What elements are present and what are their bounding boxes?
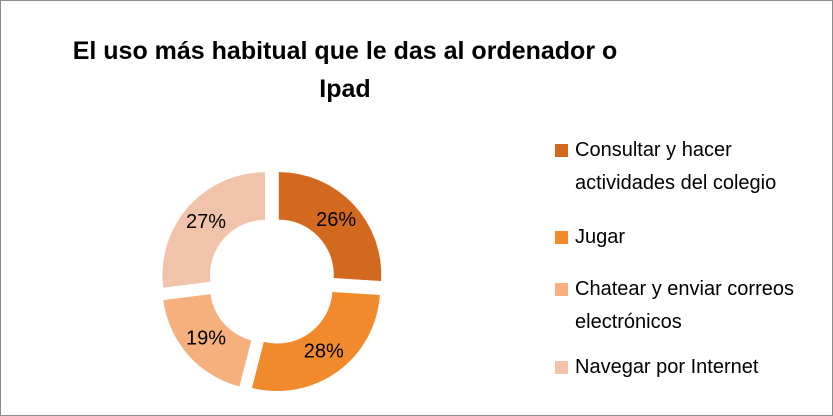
- legend-label: Consultar y hacer actividades del colegi…: [575, 139, 777, 194]
- legend-label: Navegar por Internet: [575, 356, 759, 378]
- data-label: 27%: [186, 211, 226, 233]
- legend-label: Jugar: [575, 226, 626, 248]
- donut-slice: [162, 293, 252, 388]
- donut-slice: [278, 171, 382, 282]
- legend-label: Chatear y enviar correos electrónicos: [575, 278, 794, 333]
- legend-swatch: [555, 283, 568, 296]
- data-label: 19%: [186, 327, 226, 349]
- legend-item: Jugar: [555, 221, 815, 254]
- legend-swatch: [555, 231, 568, 244]
- data-label: 28%: [304, 340, 344, 362]
- legend-item: Navegar por Internet: [555, 351, 815, 384]
- donut-slice: [162, 171, 266, 289]
- legend-swatch: [555, 361, 568, 374]
- chart-title: El uso más habitual que le das al ordena…: [72, 37, 618, 103]
- donut-slice: [251, 291, 381, 392]
- data-label: 26%: [316, 209, 356, 231]
- legend-item: Consultar y hacer actividades del colegi…: [555, 134, 815, 200]
- legend-item: Chatear y enviar correos electrónicos: [555, 273, 815, 339]
- legend-swatch: [555, 144, 568, 157]
